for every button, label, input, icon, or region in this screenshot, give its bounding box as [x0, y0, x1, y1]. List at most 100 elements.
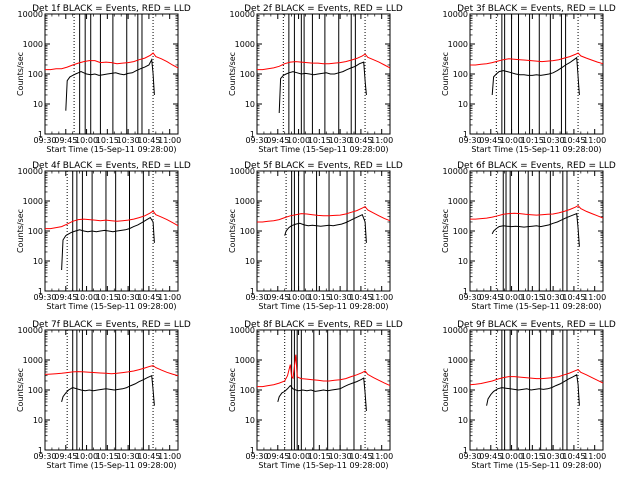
y-tick-label: 100	[240, 70, 255, 79]
x-tick-label: 10:00	[500, 452, 523, 461]
y-tick-label: 10	[33, 100, 43, 109]
y-tick-label: 10	[33, 416, 43, 425]
x-tick-label: 10:00	[75, 452, 98, 461]
x-tick-label: 11:00	[370, 452, 393, 461]
x-tick-label: 11:00	[583, 452, 606, 461]
y-tick-label: 1000	[23, 356, 43, 365]
plot-frame	[256, 13, 391, 135]
x-axis-label: Start Time (15-Sep-11 09:28:00)	[46, 302, 176, 311]
y-tick-label: 10000	[18, 167, 43, 176]
plot-frame	[469, 170, 604, 292]
plot-frame	[469, 13, 604, 135]
lld-series-line	[470, 204, 604, 220]
y-axis-label: Counts/sec	[16, 209, 25, 253]
x-tick-label: 09:45	[266, 136, 289, 145]
x-tick-label: 09:30	[33, 452, 56, 461]
y-tick-label: 1000	[448, 356, 468, 365]
x-axis-label: Start Time (15-Sep-11 09:28:00)	[471, 302, 601, 311]
x-tick-label: 11:00	[370, 293, 393, 302]
x-tick-label: 10:00	[287, 136, 310, 145]
x-tick-label: 09:45	[479, 293, 502, 302]
x-tick-label: 10:15	[521, 452, 544, 461]
y-tick-label: 100	[28, 227, 43, 236]
y-tick-label: 100	[453, 70, 468, 79]
x-tick-label: 10:00	[500, 136, 523, 145]
x-tick-label: 09:45	[54, 293, 77, 302]
x-tick-label: 09:45	[266, 452, 289, 461]
y-tick-label: 10000	[230, 10, 255, 19]
panel-title: Det 7f BLACK = Events, RED = LLD	[32, 320, 191, 330]
y-tick-label: 1	[250, 130, 255, 139]
x-axis-label: Start Time (15-Sep-11 09:28:00)	[258, 145, 388, 154]
panel-title: Det 1f BLACK = Events, RED = LLD	[32, 4, 191, 14]
x-tick-label: 11:00	[158, 293, 181, 302]
x-tick-label: 10:15	[96, 452, 119, 461]
y-tick-label: 100	[28, 386, 43, 395]
x-tick-label: 10:30	[542, 136, 565, 145]
x-tick-label: 10:30	[117, 452, 140, 461]
panel-title: Det 9f BLACK = Events, RED = LLD	[457, 320, 616, 330]
x-tick-label: 09:30	[33, 136, 56, 145]
y-tick-label: 10000	[18, 326, 43, 335]
y-tick-label: 10	[458, 416, 468, 425]
panel-title: Det 3f BLACK = Events, RED = LLD	[457, 4, 616, 14]
x-tick-label: 10:15	[308, 136, 331, 145]
x-tick-label: 11:00	[158, 136, 181, 145]
y-tick-label: 100	[240, 227, 255, 236]
x-tick-label: 09:30	[458, 136, 481, 145]
panel-title: Det 2f BLACK = Events, RED = LLD	[244, 4, 403, 14]
x-tick-label: 10:30	[329, 136, 352, 145]
y-tick-label: 1000	[23, 40, 43, 49]
y-tick-label: 1	[38, 446, 43, 455]
x-tick-label: 10:45	[349, 136, 372, 145]
lld-series-line	[257, 53, 391, 71]
y-tick-label: 1000	[235, 197, 255, 206]
y-tick-label: 1	[38, 130, 43, 139]
x-tick-label: 10:45	[137, 136, 160, 145]
y-axis-label: Counts/sec	[16, 368, 25, 412]
y-tick-label: 1000	[448, 40, 468, 49]
x-tick-label: 09:45	[266, 293, 289, 302]
x-tick-label: 10:15	[96, 293, 119, 302]
y-tick-label: 100	[453, 227, 468, 236]
x-tick-label: 10:15	[96, 136, 119, 145]
x-tick-label: 10:30	[329, 452, 352, 461]
plot-frame	[469, 329, 604, 451]
y-tick-label: 10	[245, 257, 255, 266]
x-axis-label: Start Time (15-Sep-11 09:28:00)	[258, 302, 388, 311]
x-tick-label: 10:45	[137, 293, 160, 302]
x-tick-label: 10:30	[329, 293, 352, 302]
plot-frame	[256, 170, 391, 292]
lld-series-line	[257, 205, 391, 223]
y-axis-label: Counts/sec	[16, 52, 25, 96]
x-tick-label: 10:30	[542, 293, 565, 302]
lld-series-line	[45, 52, 179, 71]
x-tick-label: 09:45	[54, 136, 77, 145]
x-tick-label: 09:45	[54, 452, 77, 461]
panel-title: Det 5f BLACK = Events, RED = LLD	[244, 161, 403, 171]
y-tick-label: 1	[250, 446, 255, 455]
events-series-line	[61, 216, 155, 271]
x-tick-label: 10:45	[562, 293, 585, 302]
y-tick-label: 10000	[443, 326, 468, 335]
x-axis-label: Start Time (15-Sep-11 09:28:00)	[471, 145, 601, 154]
events-series-line	[491, 212, 580, 247]
y-tick-label: 1	[463, 287, 468, 296]
x-tick-label: 09:30	[458, 452, 481, 461]
x-tick-label: 10:15	[308, 452, 331, 461]
y-tick-label: 1000	[235, 40, 255, 49]
lld-series-line	[45, 210, 179, 230]
events-series-line	[486, 374, 580, 406]
x-tick-label: 09:45	[479, 136, 502, 145]
y-tick-label: 1	[250, 287, 255, 296]
x-tick-label: 10:45	[137, 452, 160, 461]
y-tick-label: 10	[245, 416, 255, 425]
y-tick-label: 10000	[230, 326, 255, 335]
y-tick-label: 1000	[235, 356, 255, 365]
y-tick-label: 10	[245, 100, 255, 109]
events-series-line	[65, 57, 155, 111]
lld-series-line	[257, 354, 391, 388]
lld-series-line	[469, 369, 604, 386]
